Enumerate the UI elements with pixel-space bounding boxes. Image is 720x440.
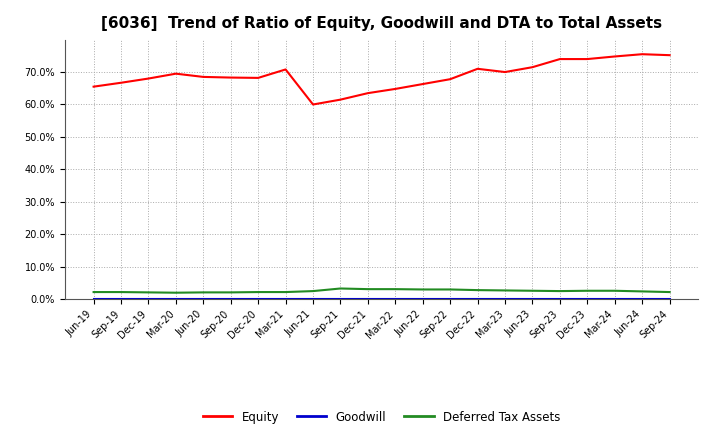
Equity (391, 86, 400, 92)
Equity (418, 81, 427, 87)
Equity (473, 66, 482, 71)
Deferred Tax Assets (89, 290, 98, 295)
Deferred Tax Assets (144, 290, 153, 295)
Goodwill (144, 297, 153, 302)
Goodwill (89, 297, 98, 302)
Goodwill (117, 297, 125, 302)
Deferred Tax Assets (199, 290, 207, 295)
Deferred Tax Assets (665, 290, 674, 295)
Deferred Tax Assets (473, 287, 482, 293)
Line: Deferred Tax Assets: Deferred Tax Assets (94, 289, 670, 293)
Deferred Tax Assets (638, 289, 647, 294)
Goodwill (199, 297, 207, 302)
Equity (282, 67, 290, 72)
Equity (171, 71, 180, 76)
Equity (364, 91, 372, 96)
Equity (309, 102, 318, 107)
Deferred Tax Assets (446, 287, 454, 292)
Goodwill (556, 297, 564, 302)
Goodwill (528, 297, 537, 302)
Deferred Tax Assets (336, 286, 345, 291)
Equity (117, 80, 125, 85)
Deferred Tax Assets (528, 288, 537, 293)
Goodwill (446, 297, 454, 302)
Goodwill (638, 297, 647, 302)
Equity (500, 70, 509, 75)
Deferred Tax Assets (254, 290, 263, 295)
Line: Equity: Equity (94, 54, 670, 104)
Goodwill (336, 297, 345, 302)
Equity (144, 76, 153, 81)
Equity (528, 65, 537, 70)
Deferred Tax Assets (556, 289, 564, 294)
Legend: Equity, Goodwill, Deferred Tax Assets: Equity, Goodwill, Deferred Tax Assets (198, 406, 565, 428)
Equity (199, 74, 207, 80)
Equity (226, 75, 235, 80)
Deferred Tax Assets (226, 290, 235, 295)
Equity (665, 52, 674, 58)
Goodwill (583, 297, 592, 302)
Equity (446, 77, 454, 82)
Equity (583, 56, 592, 62)
Deferred Tax Assets (309, 289, 318, 294)
Equity (556, 56, 564, 62)
Deferred Tax Assets (391, 286, 400, 292)
Goodwill (391, 297, 400, 302)
Goodwill (254, 297, 263, 302)
Goodwill (171, 297, 180, 302)
Equity (336, 97, 345, 102)
Deferred Tax Assets (171, 290, 180, 295)
Equity (254, 75, 263, 81)
Goodwill (364, 297, 372, 302)
Goodwill (473, 297, 482, 302)
Goodwill (665, 297, 674, 302)
Goodwill (309, 297, 318, 302)
Goodwill (500, 297, 509, 302)
Goodwill (418, 297, 427, 302)
Deferred Tax Assets (611, 288, 619, 293)
Goodwill (611, 297, 619, 302)
Goodwill (226, 297, 235, 302)
Deferred Tax Assets (418, 287, 427, 292)
Deferred Tax Assets (583, 288, 592, 293)
Equity (638, 51, 647, 57)
Equity (611, 54, 619, 59)
Deferred Tax Assets (364, 286, 372, 292)
Deferred Tax Assets (117, 290, 125, 295)
Equity (89, 84, 98, 89)
Deferred Tax Assets (282, 290, 290, 295)
Goodwill (282, 297, 290, 302)
Deferred Tax Assets (500, 288, 509, 293)
Title: [6036]  Trend of Ratio of Equity, Goodwill and DTA to Total Assets: [6036] Trend of Ratio of Equity, Goodwil… (101, 16, 662, 32)
